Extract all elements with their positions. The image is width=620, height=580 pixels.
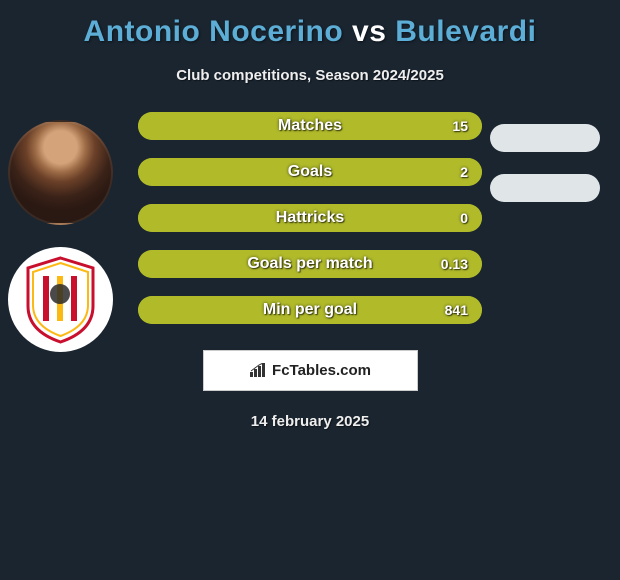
stat-bar-value: 0 (460, 210, 468, 226)
stat-bar-label: Hattricks (276, 209, 344, 227)
stat-bars: Matches 15 Goals 2 Hattricks 0 Goals per match… (138, 112, 482, 324)
club-avatar (8, 247, 113, 352)
stat-bar: Goals per match 0.13 (138, 250, 482, 278)
opponent-pill (490, 124, 600, 152)
stat-bar-value: 2 (460, 164, 468, 180)
club-badge-icon (23, 256, 98, 344)
stat-bar-label: Min per goal (263, 301, 357, 319)
page-title: Antonio Nocerino vs Bulevardi (0, 15, 620, 49)
title-player1: Antonio Nocerino (84, 15, 344, 48)
avatars (8, 120, 113, 352)
player-avatar (8, 120, 113, 225)
opponent-pill (490, 174, 600, 202)
opponent-pills (490, 124, 600, 202)
title-player2: Bulevardi (395, 15, 536, 48)
title-vs: vs (352, 15, 395, 48)
stat-bar: Min per goal 841 (138, 296, 482, 324)
stat-bar-label: Goals per match (247, 255, 372, 273)
subtitle: Club competitions, Season 2024/2025 (0, 67, 620, 84)
stat-bar-value: 15 (452, 118, 468, 134)
stat-bar: Goals 2 (138, 158, 482, 186)
badge-text: FcTables.com (272, 362, 371, 379)
stat-bar-label: Goals (288, 163, 332, 181)
chart-icon (249, 363, 267, 378)
stat-bar: Hattricks 0 (138, 204, 482, 232)
stat-bar-value: 0.13 (441, 256, 468, 272)
fctables-badge[interactable]: FcTables.com (203, 350, 418, 391)
date-label: 14 february 2025 (0, 413, 620, 430)
stat-bar: Matches 15 (138, 112, 482, 140)
stat-bar-label: Matches (278, 117, 342, 135)
stat-bar-value: 841 (445, 302, 468, 318)
